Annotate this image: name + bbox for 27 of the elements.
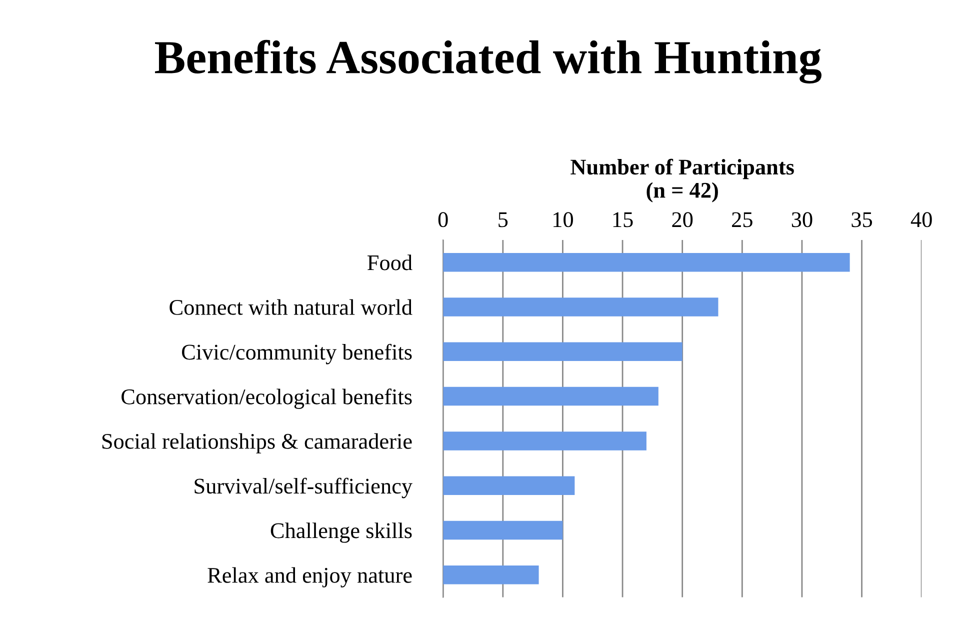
y-tick-label: Relax and enjoy nature: [208, 567, 412, 588]
y-tick-label: Food: [367, 254, 412, 270]
x-tick-label: 25: [732, 212, 752, 228]
bar: [443, 432, 646, 450]
x-tick-label: 5: [498, 212, 508, 228]
x-tick-label: 30: [792, 212, 812, 228]
bar: [443, 252, 850, 272]
x-axis-title: Number of Participants (n = 42): [570, 158, 794, 202]
x-tick-label: 15: [613, 212, 633, 228]
bar: [443, 566, 539, 584]
y-tick-label: Conservation/ecological benefits: [122, 388, 412, 409]
bar: [443, 298, 718, 316]
x-tick-label: 10: [554, 212, 573, 228]
x-tick-label: 20: [672, 212, 693, 228]
bar: [443, 342, 682, 362]
x-tick-label: 0: [438, 212, 448, 228]
y-tick-label: Challenge skills: [270, 522, 412, 543]
chart-title: Benefits Associated with Hunting: [154, 40, 822, 84]
y-tick-label: Connect with natural world: [170, 299, 412, 315]
y-tick-label: Social relationships & camaraderie: [102, 433, 412, 454]
bar: [443, 386, 658, 406]
x-tick-label: 35: [852, 212, 872, 228]
y-tick-label: Civic/community benefits: [182, 344, 412, 364]
y-tick-label: Survival/self-sufficiency: [194, 478, 412, 498]
bar: [443, 476, 575, 495]
bar: [443, 520, 563, 540]
x-tick-label: 40: [910, 212, 932, 228]
